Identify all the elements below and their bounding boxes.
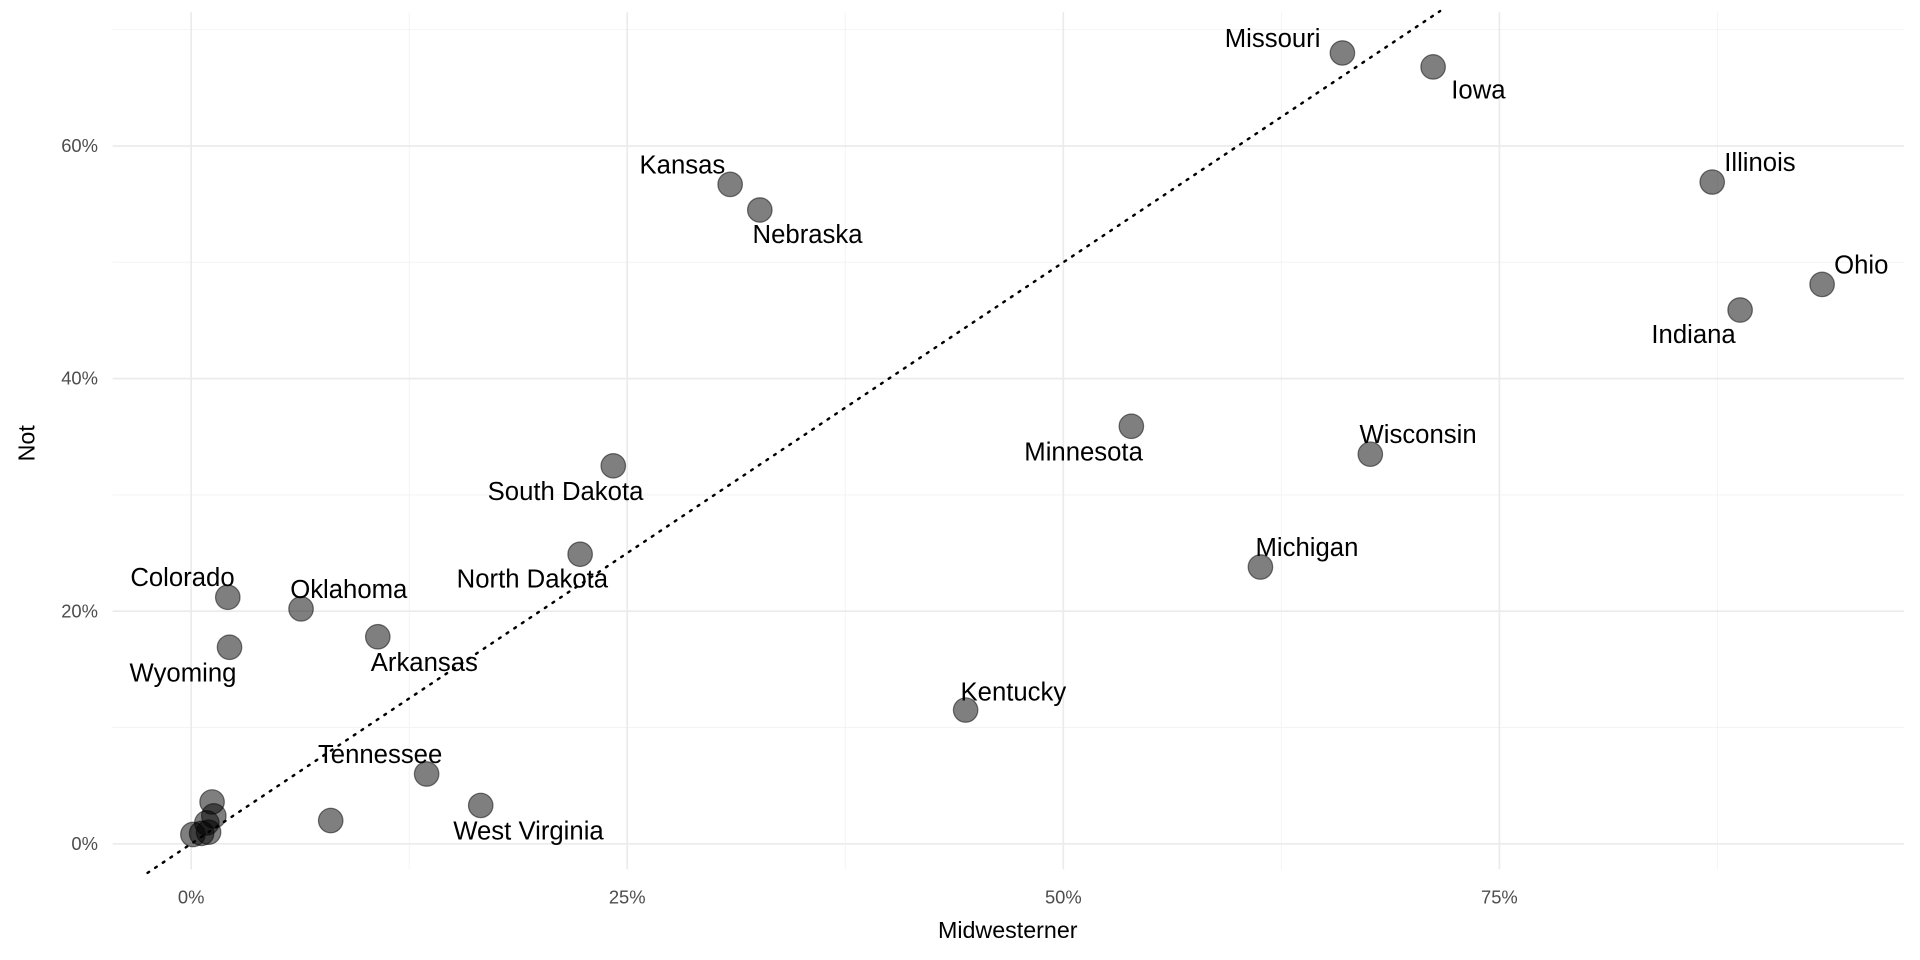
data-point (317, 807, 344, 834)
data-point (1247, 554, 1274, 580)
x-tick-label: 0% (178, 887, 205, 908)
x-tick-label: 25% (609, 887, 646, 908)
data-point (1118, 413, 1145, 440)
point-label: Indiana (1651, 321, 1736, 349)
axis-ticks: 0% 25% 50% 75% 0% 20% 40% 60% (61, 135, 1518, 908)
data-point (1699, 169, 1726, 195)
point-label: Tennessee (318, 741, 442, 769)
x-tick-label: 50% (1045, 887, 1082, 908)
point-label: Wyoming (130, 660, 237, 688)
data-point (216, 634, 243, 661)
data-point (952, 697, 979, 723)
x-tick-label: 75% (1481, 887, 1518, 908)
x-axis-title: Midwesterner (938, 917, 1078, 943)
point-labels: Missouri Iowa Kansas Nebraska Illinois Ohio In… (130, 25, 1889, 846)
data-point (567, 541, 593, 568)
data-point (1420, 54, 1446, 80)
point-label: Arkansas (371, 649, 478, 677)
data-point (746, 197, 773, 223)
point-label: Kentucky (961, 678, 1067, 706)
point-label: Colorado (130, 564, 234, 592)
point-label: North Dakota (457, 565, 609, 593)
data-point (1809, 271, 1835, 298)
points (180, 40, 1835, 848)
data-point (288, 596, 314, 622)
data-point (180, 821, 206, 848)
point-label: West Virginia (453, 818, 604, 846)
data-point (1329, 40, 1356, 66)
data-point (1727, 297, 1753, 323)
data-point (364, 623, 391, 650)
point-label: South Dakota (488, 478, 644, 506)
point-label: Nebraska (753, 221, 864, 249)
point-label: Oklahoma (290, 576, 408, 604)
point-label: Ohio (1834, 251, 1888, 279)
y-tick-label: 0% (71, 833, 98, 854)
point-label: Missouri (1225, 25, 1321, 53)
data-point (717, 171, 744, 198)
data-point (1357, 441, 1384, 468)
point-label: Illinois (1724, 149, 1795, 177)
y-tick-label: 40% (61, 368, 98, 389)
reference-line-y-equals-x (146, 9, 1442, 875)
point-label: Iowa (1451, 77, 1506, 105)
data-point (600, 452, 627, 479)
point-label: Michigan (1256, 534, 1359, 562)
point-label: Wisconsin (1360, 421, 1477, 449)
point-label: Minnesota (1024, 439, 1143, 467)
point-label: Kansas (640, 151, 726, 179)
data-point (214, 584, 241, 611)
y-axis-title: Not (13, 425, 39, 462)
y-tick-label: 60% (61, 135, 98, 156)
y-tick-label: 20% (61, 600, 98, 621)
grid (112, 12, 1905, 870)
data-point (413, 761, 440, 787)
data-point (467, 792, 494, 819)
